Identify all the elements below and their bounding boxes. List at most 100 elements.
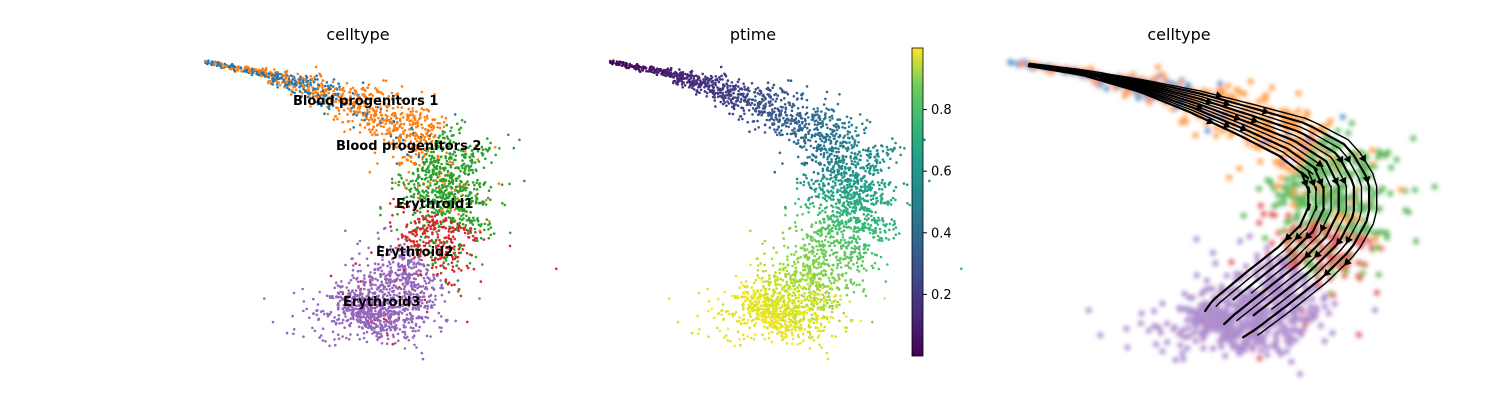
cell-point (391, 325, 394, 329)
cell-point (292, 328, 296, 331)
cell-point (792, 140, 796, 144)
cell-point (398, 255, 402, 259)
cell-point (897, 232, 901, 235)
cell-point (831, 226, 834, 230)
cell-point (445, 144, 448, 147)
cell-point (385, 288, 388, 291)
cell-point (773, 107, 777, 110)
cell-point (454, 158, 457, 162)
cell-point (318, 336, 321, 339)
cell-point (835, 160, 838, 164)
cell-point (440, 247, 444, 250)
cell-point (493, 146, 497, 149)
cell-point (877, 267, 881, 271)
cell-point (836, 258, 839, 262)
cell-point (819, 137, 822, 141)
cell-point (803, 140, 806, 143)
cell-point (421, 160, 425, 164)
cell-point (403, 155, 406, 159)
cell-point (408, 265, 411, 269)
cell-point (386, 334, 389, 337)
cell-point (403, 333, 407, 336)
cell-point (412, 131, 415, 135)
cell-point (245, 69, 248, 73)
cell-point (426, 180, 430, 183)
cell-point (440, 293, 444, 297)
cell-point (728, 112, 731, 115)
cell-point (834, 146, 838, 150)
cell-point (444, 116, 448, 120)
cell-point (778, 114, 781, 118)
cell-point (411, 121, 415, 124)
cell-point (402, 325, 406, 329)
cell-point (710, 76, 714, 79)
cell-point (461, 199, 465, 203)
cell-point (377, 262, 380, 266)
cell-point (263, 297, 266, 300)
cell-point (817, 193, 821, 196)
cell-point (885, 145, 889, 149)
cell-point (881, 217, 884, 220)
cell-point (457, 248, 461, 251)
cell-point (802, 183, 805, 187)
cell-point (775, 97, 779, 101)
cell-point (384, 281, 388, 284)
cell-point (831, 205, 835, 209)
cell-point (786, 246, 790, 249)
cell-point (413, 117, 417, 120)
cell-point (842, 136, 845, 139)
cell-point (343, 300, 347, 303)
cell-point (844, 271, 848, 275)
cell-point (843, 122, 846, 125)
cell-point (394, 285, 398, 288)
cell-point (436, 233, 440, 236)
cell-point (823, 113, 827, 117)
cell-point (819, 153, 823, 156)
cell-point (850, 123, 854, 127)
cell-point (869, 194, 873, 198)
cell-point (454, 185, 458, 189)
cluster-label-erythroid1: Erythroid1 (396, 197, 473, 212)
cell-point (413, 343, 416, 347)
cell-point (351, 314, 354, 318)
cell-point (391, 181, 394, 184)
cell-point (849, 155, 852, 158)
cell-point (437, 161, 440, 164)
cell-point (894, 198, 897, 202)
cell-point (792, 95, 796, 98)
cell-point (341, 318, 345, 322)
cell-point (473, 183, 476, 187)
cell-point (850, 241, 854, 244)
cell-point (841, 233, 845, 236)
cell-point (291, 76, 295, 79)
cell-point (858, 248, 861, 251)
cell-point (866, 248, 870, 251)
cell-point (799, 205, 803, 209)
cell-point (742, 82, 745, 85)
cell-point (351, 119, 354, 123)
cell-point (232, 68, 236, 71)
cell-point (459, 251, 463, 254)
cell-point (879, 231, 882, 234)
cell-point (457, 288, 461, 291)
cell-point (876, 199, 879, 203)
cell-point (409, 240, 413, 243)
cell-point (507, 133, 510, 137)
cell-point (384, 79, 388, 82)
cell-point (321, 84, 324, 87)
cell-point (821, 196, 825, 200)
cell-point (368, 107, 372, 110)
cell-point (389, 132, 393, 136)
cell-point (410, 149, 414, 153)
cell-point (872, 146, 875, 149)
cell-point (793, 288, 797, 291)
cell-point (245, 65, 248, 68)
cell-point (876, 181, 880, 184)
cell-point (818, 285, 822, 289)
cell-point (461, 185, 464, 188)
cell-point (431, 218, 434, 222)
cell-point (842, 185, 846, 188)
cell-point (693, 88, 696, 91)
cell-point (373, 151, 377, 155)
cell-point (714, 105, 717, 108)
